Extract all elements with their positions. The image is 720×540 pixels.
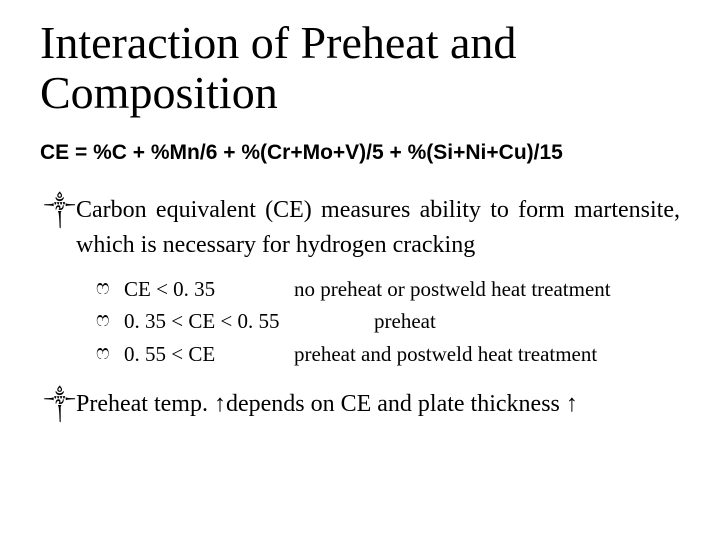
sub3-desc: preheat and postweld heat treatment (294, 338, 680, 371)
sub1-desc: no preheat or postweld heat treatment (294, 273, 680, 306)
sub3-range: 0. 55 < CE (124, 338, 294, 371)
sub-list: CE < 0. 35 no preheat or postweld heat t… (96, 273, 680, 371)
formula-line: CE = %C + %Mn/6 + %(Cr+Mo+V)/5 + %(Si+Ni… (40, 141, 680, 165)
sub-item-1: CE < 0. 35 no preheat or postweld heat t… (96, 273, 680, 306)
sub2-range: 0. 35 < CE < 0. 55 (124, 305, 294, 338)
bullet-2-a: Preheat temp. (76, 391, 214, 417)
up-arrow-icon-1: ↑ (214, 390, 226, 417)
sub-item-3: 0. 55 < CE preheat and postweld heat tre… (96, 338, 680, 371)
bullet-list: Carbon equivalent (CE) measures ability … (40, 193, 680, 421)
up-arrow-icon-2: ↑ (566, 390, 578, 417)
bullet-item-2: Preheat temp. ↑depends on CE and plate t… (40, 387, 680, 422)
slide-title: Interaction of Preheat and Composition (40, 18, 680, 117)
sub1-range: CE < 0. 35 (124, 273, 294, 306)
slide: Interaction of Preheat and Composition C… (0, 0, 720, 540)
sub2-desc: preheat (294, 305, 680, 338)
bullet-2-b: depends on CE and plate thickness (226, 391, 566, 417)
sub-item-2: 0. 35 < CE < 0. 55 preheat (96, 305, 680, 338)
bullet-item-1: Carbon equivalent (CE) measures ability … (40, 193, 680, 370)
bullet-1-text: Carbon equivalent (CE) measures ability … (76, 197, 680, 258)
